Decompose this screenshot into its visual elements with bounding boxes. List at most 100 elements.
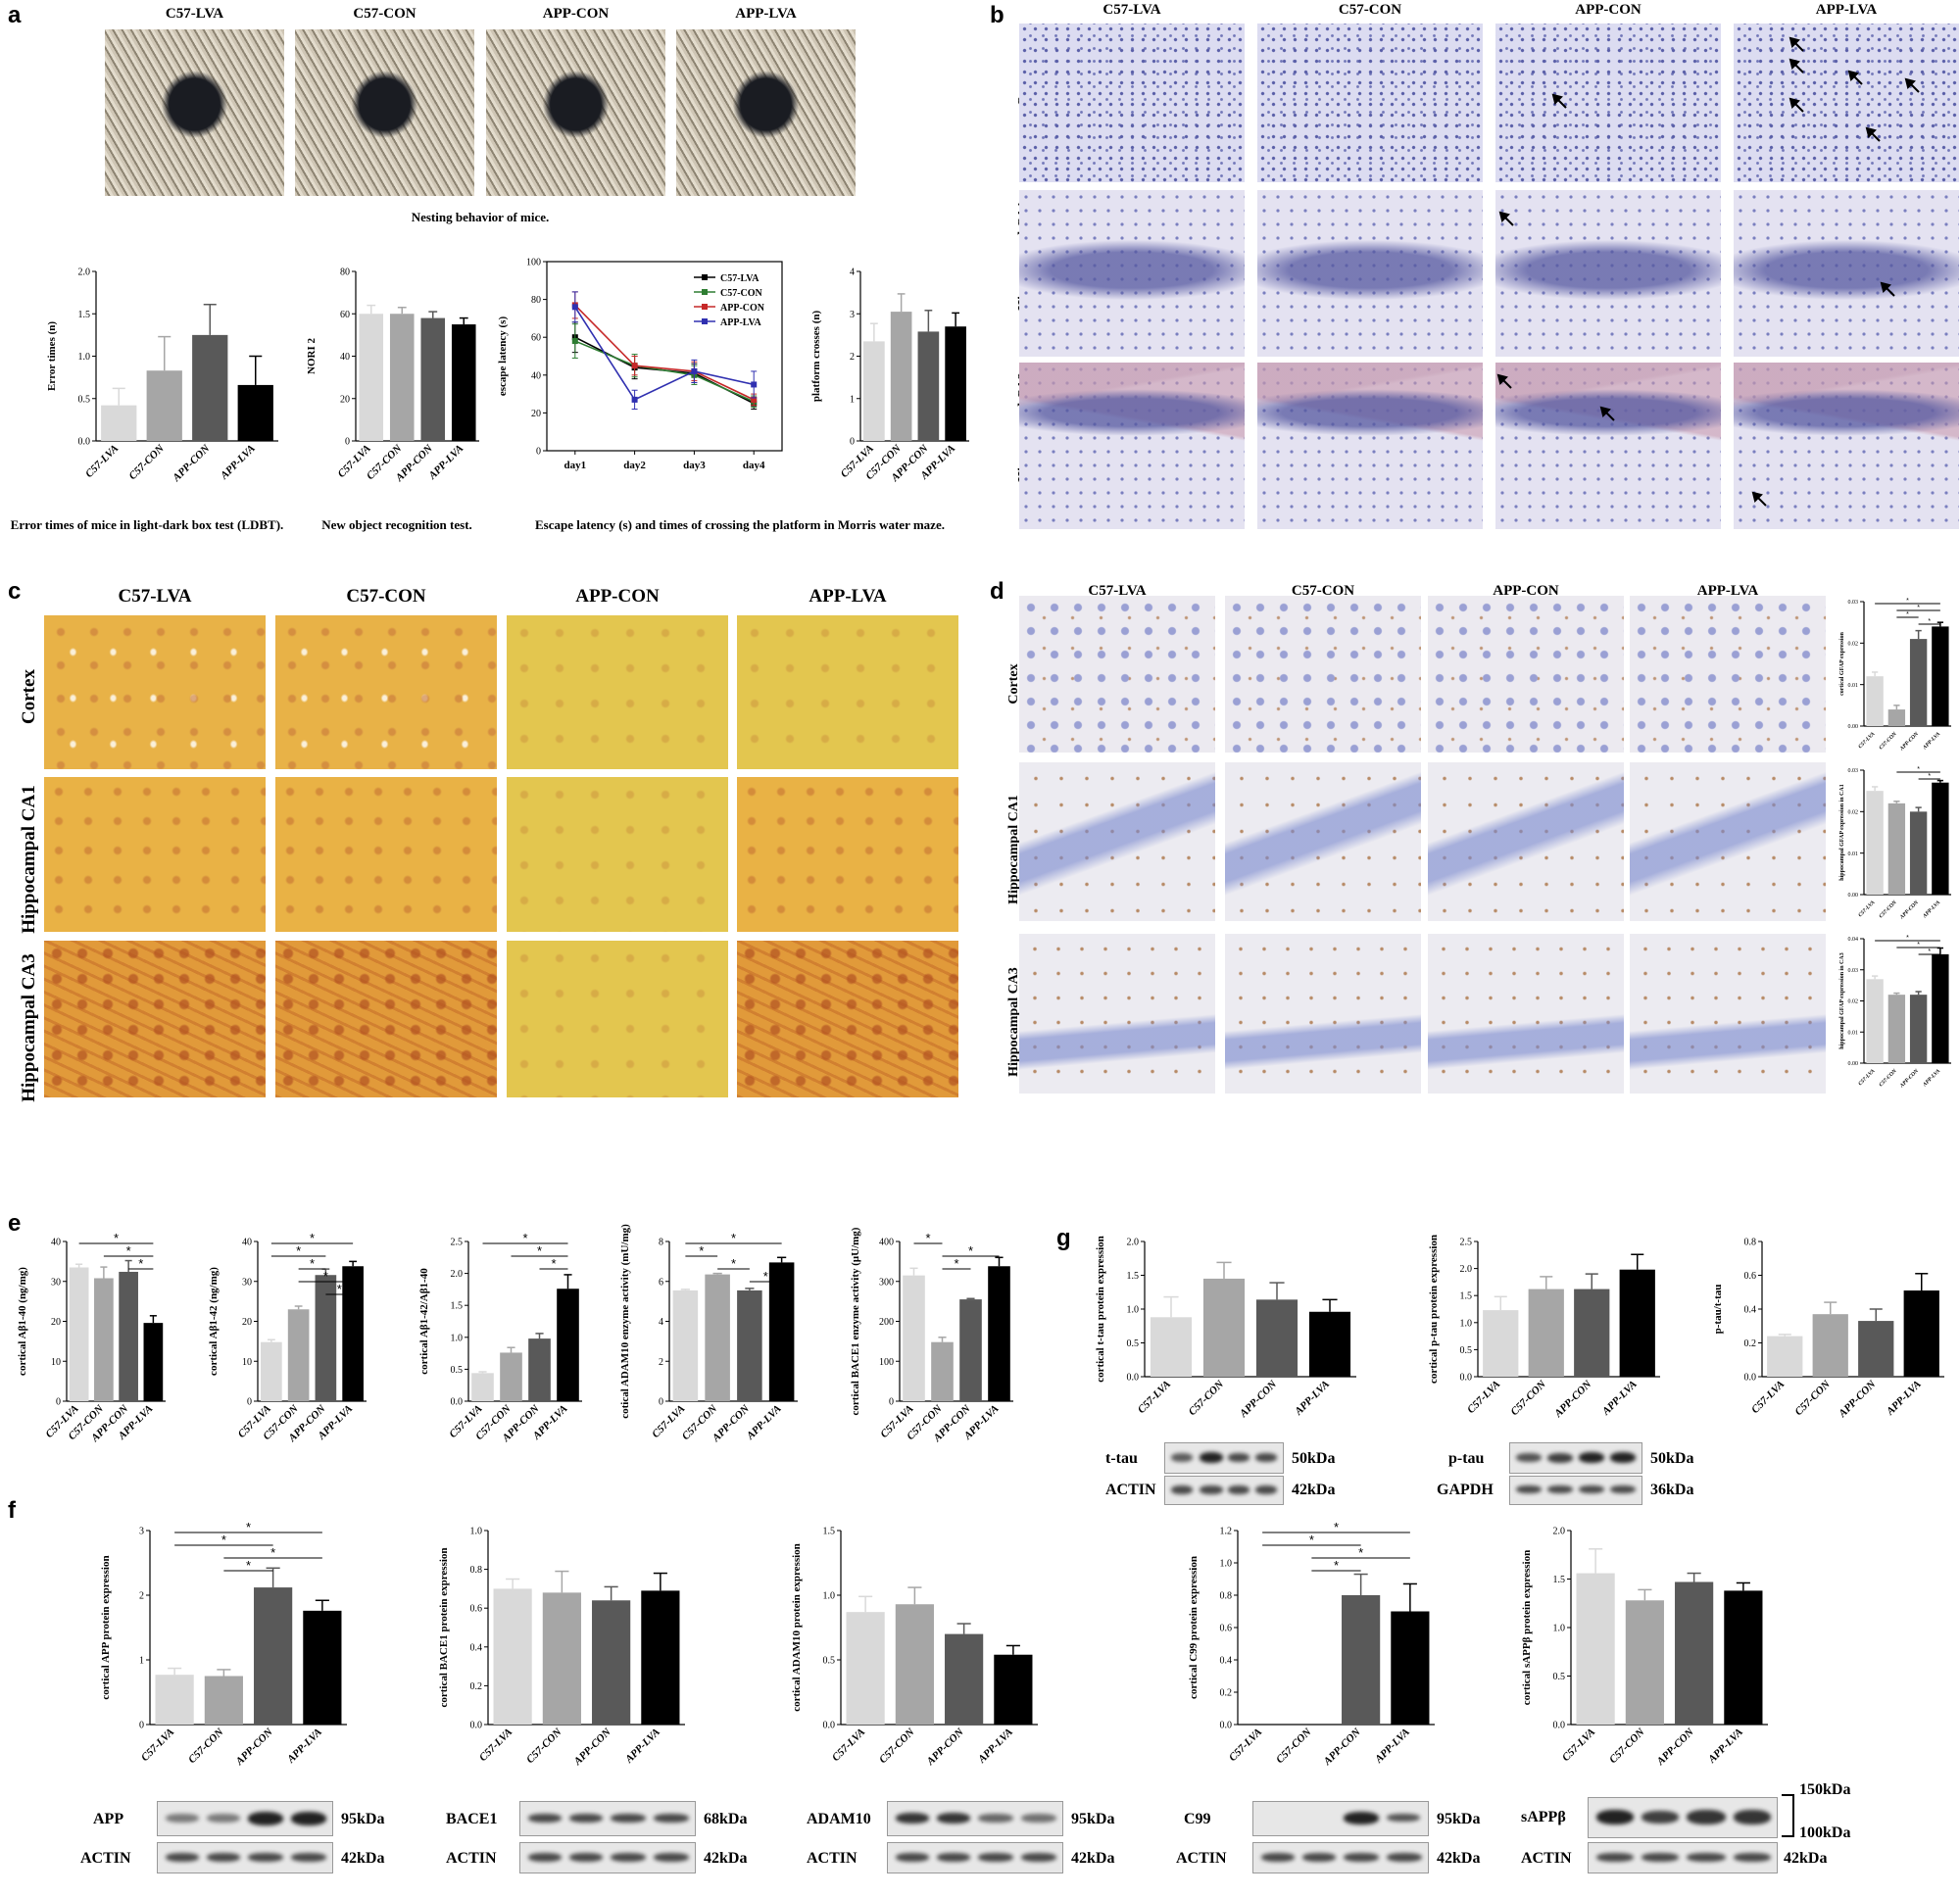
bar xyxy=(903,1275,925,1401)
c-header-c57-lva: C57-LVA xyxy=(118,586,192,607)
sig-star: * xyxy=(1906,935,1909,942)
x-tick-label: APP-CON xyxy=(233,1726,276,1769)
sig-star: * xyxy=(126,1243,131,1258)
chart-sappb: 0.0 0.5 1.0 1.5 2.0 cortical sAPPβ protein ex… xyxy=(1521,1527,1768,1769)
y-tick-label: 40 xyxy=(51,1238,61,1248)
sig-star: * xyxy=(323,1269,328,1284)
congo-cortex-app-lva xyxy=(737,615,958,769)
x-tick-label: C57-LVA xyxy=(477,1727,514,1764)
chart-ptau: 0.0 0.5 1.0 1.5 2.0 2.5 cortical p-tau protein… xyxy=(1428,1235,1660,1421)
y-tick-label: 2.0 xyxy=(78,268,91,278)
blot-label-app: APP xyxy=(93,1811,124,1827)
y-tick-label: 0.03 xyxy=(1848,968,1859,974)
congo-ca3-c57-con xyxy=(275,941,497,1097)
bar xyxy=(931,1341,954,1401)
bar xyxy=(945,326,966,441)
bar xyxy=(959,1299,982,1401)
y-axis-label: cortical GFAP expression xyxy=(1839,631,1845,695)
x-tick-label: APP-LVA xyxy=(1922,1068,1942,1089)
chart-ab-ratio: 0.0 0.5 1.0 1.5 2.0 2.5 cortical Aβ1-42/Aβ1-40… xyxy=(418,1231,582,1445)
y-tick-label: 0.0 xyxy=(1744,1373,1757,1384)
panel-label-f: f xyxy=(8,1497,16,1524)
sig-star: * xyxy=(1906,611,1909,618)
kda-adam10: 95kDa xyxy=(1071,1811,1115,1827)
sig-star: * xyxy=(954,1256,958,1271)
nissl-cortex-app-con xyxy=(1495,24,1721,182)
bar xyxy=(303,1610,342,1725)
legend-label: C57-CON xyxy=(720,288,763,299)
y-tick-label: 10 xyxy=(242,1357,252,1368)
gfap-ca1-c57-lva xyxy=(1019,762,1215,921)
x-tick-label: APP-LVA xyxy=(975,1727,1015,1767)
y-axis-label: escape latency (s) xyxy=(497,316,509,397)
y-tick-label: 2.0 xyxy=(1553,1527,1566,1537)
sig-star: * xyxy=(1917,605,1920,611)
y-tick-label: 0.4 xyxy=(1744,1305,1757,1316)
y-axis-label: NORI 2 xyxy=(306,338,318,374)
y-axis-label: cortical Aβ1-40 (ng/mg) xyxy=(17,1267,28,1376)
x-tick-label: C57-CON xyxy=(877,1726,917,1766)
blot-label-sappb: sAPPβ xyxy=(1521,1809,1566,1825)
y-tick-label: 0.5 xyxy=(823,1656,836,1667)
nissl-cortex-c57-lva xyxy=(1019,24,1245,182)
y-tick-label: 2 xyxy=(659,1357,663,1368)
x-tick-label: C57-LVA xyxy=(1749,1379,1787,1416)
y-tick-label: 0.4 xyxy=(1220,1656,1233,1667)
blot-app-actin xyxy=(157,1842,333,1873)
series-line xyxy=(574,304,755,401)
y-tick-label: 1.0 xyxy=(1127,1305,1140,1316)
x-tick-label: C57-LVA xyxy=(1465,1379,1502,1416)
bar xyxy=(1932,782,1949,895)
panel-label-a: a xyxy=(8,2,22,28)
legend-marker xyxy=(702,289,708,295)
bar xyxy=(1866,676,1884,726)
x-tick-label: C57-LVA xyxy=(1857,900,1876,918)
bar xyxy=(1675,1581,1714,1725)
data-point xyxy=(571,338,578,345)
ldbt-caption: Error times of mice in light-dark box te… xyxy=(10,517,284,532)
x-tick-label: APP-LVA xyxy=(1372,1727,1412,1767)
y-tick-label: 4 xyxy=(850,268,855,278)
bar xyxy=(342,1266,364,1401)
y-tick-label: 300 xyxy=(879,1277,894,1288)
panel-label-c: c xyxy=(8,578,22,605)
bar xyxy=(1619,1269,1655,1377)
bar xyxy=(917,331,940,441)
chart-ldbt: 0.0 0.5 1.0 1.5 2.0 Error times (n) C57-LVA C57… xyxy=(46,268,278,485)
y-tick-label: 0.0 xyxy=(451,1397,464,1408)
y-tick-label: 1 xyxy=(139,1656,144,1667)
y-tick-label: 0.5 xyxy=(1553,1672,1566,1682)
y-tick-label: 1.0 xyxy=(451,1333,464,1343)
gfap-cortex-app-lva xyxy=(1630,596,1826,753)
y-tick-label: 0.0 xyxy=(1127,1373,1140,1384)
y-tick-label: 1.0 xyxy=(1220,1559,1233,1570)
chart-gfap-cortex: 0.00 0.01 0.02 0.03 cortical GFAP expression… xyxy=(1839,598,1951,753)
x-tick-label: C57-CON xyxy=(524,1726,564,1766)
bar xyxy=(155,1675,194,1725)
bar xyxy=(500,1352,522,1401)
bar xyxy=(1887,709,1906,726)
blot-label-ttau-ctrl: ACTIN xyxy=(1105,1482,1156,1498)
y-axis-label: cortical C99 protein expression xyxy=(1188,1556,1200,1699)
x-tick-label: C57-CON xyxy=(1879,730,1899,751)
kda-bace1: 68kDa xyxy=(704,1811,748,1827)
x-tick-label: C57-CON xyxy=(126,442,167,482)
chart-adam10: 0.0 0.5 1.0 1.5 cortical ADAM10 protein expr… xyxy=(791,1527,1038,1769)
y-tick-label: 4 xyxy=(659,1317,663,1328)
y-tick-label: 1.5 xyxy=(1460,1291,1473,1302)
y-tick-label: 0.0 xyxy=(1553,1721,1566,1731)
blot-ptau xyxy=(1509,1442,1642,1474)
panel-label-g: g xyxy=(1056,1225,1071,1251)
gfap-ca3-c57-lva xyxy=(1019,934,1215,1094)
y-tick-label: 0.0 xyxy=(823,1721,836,1731)
chart-ptau-ttau: 0.0 0.2 0.4 0.6 0.8 p-tau/t-tau C57-LVA C57-CON… xyxy=(1712,1238,1944,1421)
nissl-ca3-app-lva xyxy=(1734,363,1959,529)
bar xyxy=(1202,1278,1246,1377)
d-header-c57-lva: C57-LVA xyxy=(1088,583,1147,599)
bar xyxy=(1483,1310,1519,1377)
y-tick-label: 0.02 xyxy=(1848,999,1859,1005)
y-tick-label: 1.0 xyxy=(1553,1624,1566,1634)
nest-header-app-con: APP-CON xyxy=(542,6,610,22)
y-tick-label: 1.0 xyxy=(823,1591,836,1602)
bar xyxy=(287,1309,310,1401)
